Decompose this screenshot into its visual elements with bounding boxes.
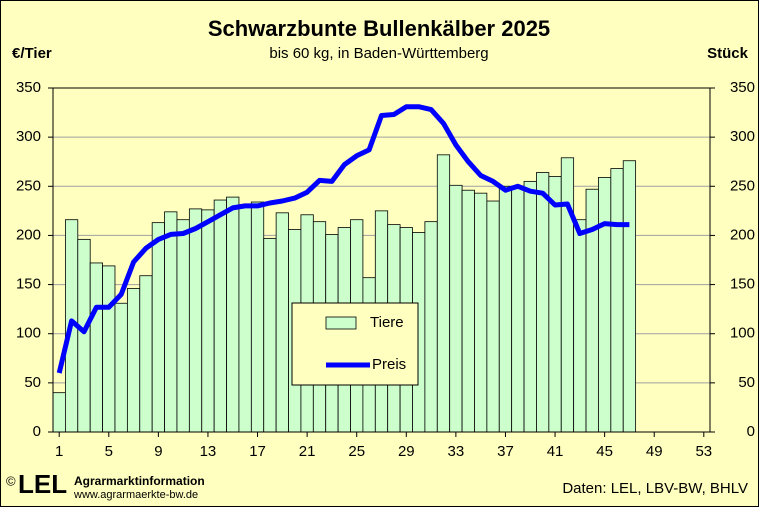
data-source: Daten: LEL, LBV-BW, BHLV <box>562 480 748 497</box>
bar <box>498 185 513 433</box>
bar <box>213 199 227 433</box>
bar <box>511 185 525 433</box>
bar <box>275 212 289 433</box>
chart-subtitle: bis 60 kg, in Baden-Württemberg <box>269 45 488 62</box>
y2-tick-label: 200 <box>730 226 755 243</box>
y2-axis-label: Stück <box>707 45 749 62</box>
x-tick-label: 41 <box>547 443 564 460</box>
y-tick-label: 250 <box>16 177 41 194</box>
line <box>56 104 630 374</box>
bar <box>188 208 203 433</box>
bar <box>424 221 438 433</box>
bar <box>226 196 240 433</box>
legend-label: Tiere <box>370 314 404 331</box>
x-tick-label: 37 <box>497 443 514 460</box>
x-tick-label: 17 <box>249 443 266 460</box>
bar <box>238 205 252 433</box>
bar <box>250 201 265 433</box>
bar <box>622 160 637 433</box>
bar <box>151 222 165 433</box>
x-tick-label: 9 <box>154 443 162 460</box>
bar <box>449 184 463 433</box>
x-tick-label: 45 <box>596 443 613 460</box>
chart-title: Schwarzbunte Bullenkälber 2025 <box>208 16 550 41</box>
y2-tick-label: 350 <box>730 79 755 96</box>
y-tick-label: 350 <box>16 79 41 96</box>
bar <box>263 237 277 433</box>
bar <box>474 192 488 433</box>
y-tick-label: 150 <box>16 276 41 293</box>
y-tick-label: 200 <box>16 226 41 243</box>
bar <box>89 262 103 433</box>
y-tick-label: 0 <box>33 423 41 440</box>
y2-tick-label: 50 <box>738 374 755 391</box>
bar <box>114 302 128 433</box>
y-tick-label: 100 <box>16 325 41 342</box>
logo: LEL <box>18 469 67 499</box>
bar <box>126 288 141 433</box>
bar <box>548 176 562 433</box>
bar <box>523 180 537 433</box>
y-tick-label: 50 <box>24 374 41 391</box>
x-tick-label: 29 <box>398 443 415 460</box>
x-tick-label: 21 <box>299 443 316 460</box>
org-name: Agrarmarktinformation <box>74 474 205 488</box>
bar <box>461 189 475 433</box>
bar <box>560 157 575 433</box>
bar <box>102 265 116 433</box>
y2-tick-label: 300 <box>730 128 755 145</box>
bar <box>52 392 66 433</box>
bar <box>176 219 190 433</box>
y2-tick-label: 150 <box>730 276 755 293</box>
bar <box>486 200 500 433</box>
x-tick-label: 25 <box>348 443 365 460</box>
x-tick-label: 1 <box>55 443 63 460</box>
bar <box>536 172 550 433</box>
y2-tick-label: 100 <box>730 325 755 342</box>
legend-swatch <box>325 316 357 330</box>
bar <box>77 238 91 433</box>
plot-border <box>52 87 711 433</box>
bar <box>598 177 612 433</box>
x-tick-label: 33 <box>448 443 465 460</box>
bar <box>436 154 451 433</box>
y2-tick-label: 250 <box>730 177 755 194</box>
bar <box>201 209 215 433</box>
bar <box>139 275 153 433</box>
copyright: © <box>6 473 16 488</box>
x-tick-label: 13 <box>200 443 217 460</box>
legend-label: Preis <box>372 356 406 373</box>
x-tick-label: 49 <box>646 443 663 460</box>
bar <box>610 168 624 433</box>
y-axis-label: €/Tier <box>12 45 52 62</box>
org-url: www.agrarmaerkte-bw.de <box>73 489 198 501</box>
x-tick-label: 5 <box>105 443 113 460</box>
bar <box>573 219 587 433</box>
y-tick-label: 300 <box>16 128 41 145</box>
bar <box>164 211 178 433</box>
y2-tick-label: 0 <box>747 423 755 440</box>
x-tick-label: 53 <box>695 443 712 460</box>
